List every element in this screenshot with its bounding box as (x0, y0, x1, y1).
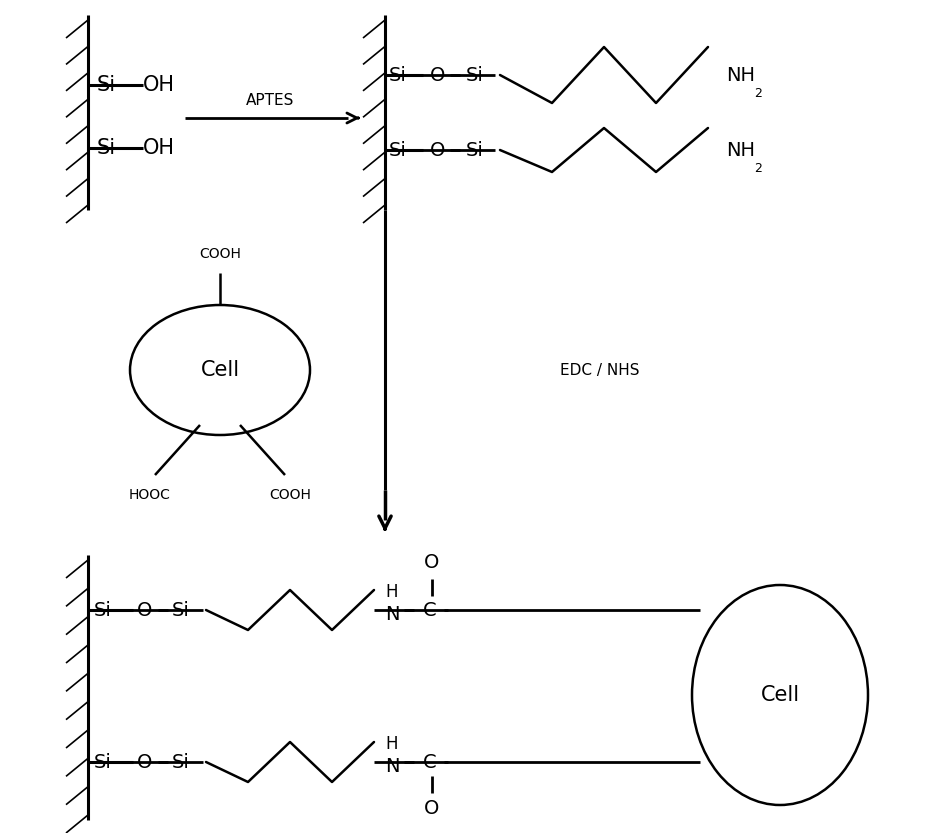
Text: H: H (386, 583, 398, 601)
Text: N: N (384, 756, 399, 776)
Text: Cell: Cell (201, 360, 239, 380)
Text: Si: Si (96, 138, 116, 158)
Text: Si: Si (172, 752, 190, 771)
Text: H: H (386, 735, 398, 753)
Text: C: C (423, 752, 437, 771)
Text: HOOC: HOOC (129, 488, 171, 502)
Text: NH: NH (726, 66, 755, 84)
Text: NH: NH (726, 141, 755, 159)
Text: 2: 2 (754, 87, 762, 100)
Text: APTES: APTES (246, 92, 294, 107)
Text: COOH: COOH (269, 488, 311, 502)
Text: C: C (423, 601, 437, 620)
Text: Cell: Cell (760, 685, 800, 705)
Text: O: O (430, 66, 446, 84)
Text: Si: Si (94, 752, 112, 771)
Text: EDC / NHS: EDC / NHS (560, 362, 640, 377)
Text: N: N (384, 605, 399, 623)
Text: COOH: COOH (199, 247, 241, 261)
Text: O: O (424, 800, 440, 819)
Text: Si: Si (94, 601, 112, 620)
Text: Si: Si (172, 601, 190, 620)
Text: Si: Si (466, 66, 484, 84)
Text: O: O (430, 141, 446, 159)
Text: Si: Si (389, 66, 407, 84)
Text: O: O (138, 752, 153, 771)
Text: 2: 2 (754, 162, 762, 175)
Text: O: O (424, 553, 440, 572)
Text: O: O (138, 601, 153, 620)
Text: OH: OH (143, 138, 175, 158)
Text: OH: OH (143, 75, 175, 95)
Text: Si: Si (466, 141, 484, 159)
Text: Si: Si (389, 141, 407, 159)
Text: Si: Si (96, 75, 116, 95)
